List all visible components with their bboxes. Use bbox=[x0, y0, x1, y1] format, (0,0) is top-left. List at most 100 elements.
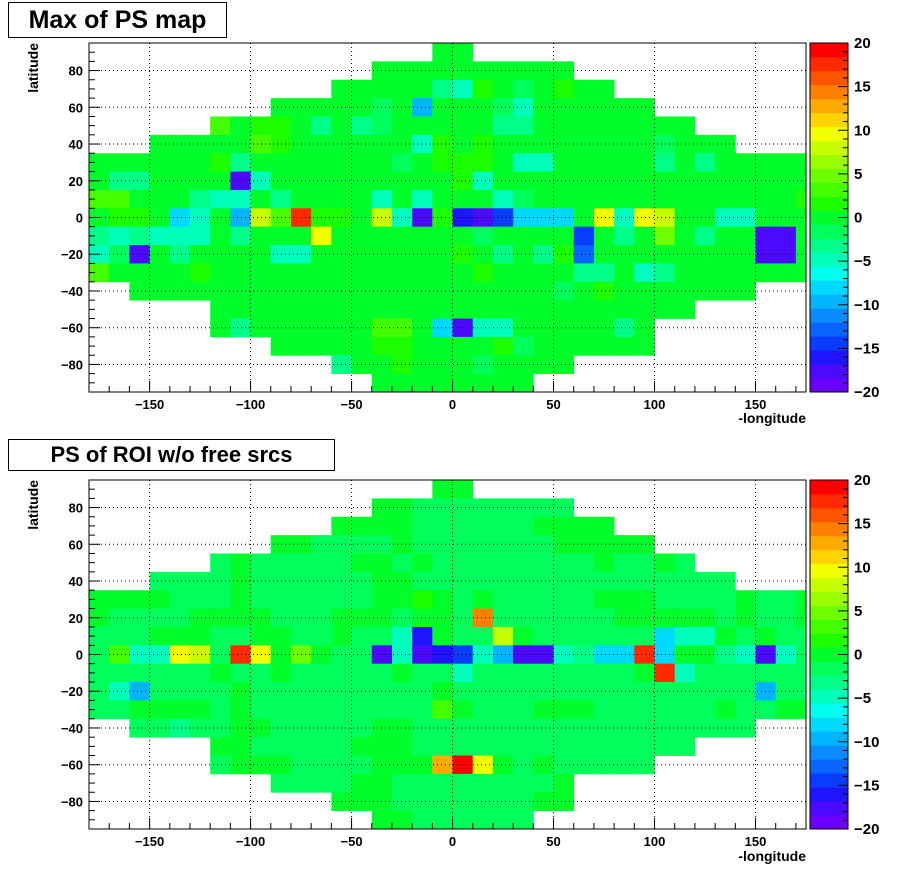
heatmap-cell bbox=[472, 61, 494, 81]
heatmap-cell bbox=[230, 700, 251, 720]
colorbar-swatch bbox=[810, 238, 848, 253]
heatmap-cell bbox=[412, 590, 433, 609]
heatmap-cell bbox=[472, 245, 494, 264]
heatmap-cell bbox=[452, 645, 474, 665]
heatmap-cell bbox=[432, 153, 453, 172]
heatmap-cell bbox=[472, 300, 494, 319]
heatmap-cell bbox=[89, 226, 110, 246]
heatmap-cell bbox=[533, 792, 554, 812]
heatmap-cell bbox=[472, 682, 494, 701]
heatmap-cell bbox=[492, 700, 514, 720]
heatmap-cell bbox=[472, 792, 494, 812]
heatmap-cell bbox=[492, 189, 514, 209]
heatmap-cell bbox=[492, 116, 514, 136]
heatmap-cell bbox=[129, 189, 150, 209]
heatmap-cell bbox=[250, 318, 272, 338]
heatmap-cell bbox=[129, 245, 150, 264]
heatmap-cell bbox=[452, 226, 474, 246]
heatmap-cell bbox=[614, 171, 635, 191]
colorbar-swatch bbox=[810, 154, 848, 170]
heatmap-cell bbox=[412, 116, 433, 136]
heatmap-cell bbox=[715, 663, 736, 683]
colorbar-label: 5 bbox=[854, 603, 862, 620]
heatmap-cell bbox=[230, 608, 251, 628]
heatmap-cell bbox=[513, 300, 534, 319]
heatmap-cell bbox=[230, 116, 251, 136]
x-tick-label: 0 bbox=[449, 397, 456, 412]
heatmap-cell bbox=[593, 208, 615, 228]
heatmap-cell bbox=[412, 571, 433, 591]
heatmap-cell bbox=[412, 355, 433, 375]
colorbar-swatch bbox=[810, 480, 848, 495]
heatmap-cell bbox=[149, 171, 171, 191]
x-tick-label: 50 bbox=[546, 834, 560, 849]
heatmap-cell bbox=[694, 153, 716, 172]
heatmap-cell bbox=[573, 626, 595, 646]
heatmap-cell bbox=[432, 300, 453, 319]
heatmap-cell bbox=[553, 682, 575, 701]
heatmap-cell bbox=[210, 553, 231, 573]
heatmap-cell bbox=[573, 718, 595, 738]
heatmap-cell bbox=[452, 718, 474, 738]
heatmap-cell bbox=[391, 516, 413, 536]
heatmap-cell bbox=[109, 226, 130, 246]
heatmap-cell bbox=[614, 263, 635, 283]
heatmap-cell bbox=[513, 61, 534, 81]
heatmap-cell bbox=[472, 718, 494, 738]
heatmap-cell bbox=[533, 737, 554, 756]
heatmap-cell bbox=[715, 226, 736, 246]
heatmap-cell bbox=[371, 134, 393, 154]
heatmap-cell bbox=[513, 773, 534, 793]
x-tick-label: −50 bbox=[341, 834, 363, 849]
heatmap-cell bbox=[573, 245, 595, 264]
heatmap-cell bbox=[533, 263, 554, 283]
heatmap-cell bbox=[634, 263, 655, 283]
x-tick-label: 100 bbox=[644, 834, 666, 849]
heatmap-cell bbox=[654, 700, 676, 720]
heatmap-cell bbox=[553, 571, 575, 591]
heatmap-cell bbox=[412, 663, 433, 683]
heatmap-cell bbox=[755, 663, 777, 683]
heatmap-cell bbox=[331, 226, 352, 246]
heatmap-cell bbox=[230, 208, 251, 228]
heatmap-cell bbox=[432, 79, 453, 99]
heatmap-cell bbox=[694, 626, 716, 646]
y-tick-label: 80 bbox=[69, 64, 83, 79]
heatmap-cell bbox=[230, 171, 251, 191]
colorbar-swatch bbox=[810, 336, 848, 351]
heatmap-cell bbox=[674, 737, 696, 756]
heatmap-cell bbox=[169, 663, 191, 683]
heatmap-cell bbox=[452, 810, 474, 830]
heatmap-cell bbox=[109, 245, 130, 264]
y-tick-label: −60 bbox=[61, 758, 83, 773]
heatmap-cell bbox=[432, 645, 453, 665]
heatmap-cell bbox=[674, 189, 696, 209]
colorbar-label: 5 bbox=[854, 166, 862, 183]
heatmap-cell bbox=[715, 700, 736, 720]
heatmap-cell bbox=[593, 755, 615, 775]
heatmap-cell bbox=[452, 516, 474, 536]
heatmap-cell bbox=[492, 535, 514, 554]
heatmap-cell bbox=[149, 645, 171, 665]
heatmap-cell bbox=[634, 300, 655, 319]
colorbar-swatch bbox=[810, 731, 848, 746]
heatmap-cell bbox=[391, 535, 413, 554]
heatmap-cell bbox=[412, 263, 433, 283]
heatmap-cell bbox=[513, 498, 534, 518]
heatmap-cell bbox=[492, 318, 514, 338]
heatmap-cell bbox=[614, 700, 635, 720]
heatmap-cell bbox=[533, 189, 554, 209]
heatmap-cell bbox=[391, 226, 413, 246]
heatmap-cell bbox=[472, 810, 494, 830]
heatmap-cell bbox=[391, 626, 413, 646]
heatmap-cell bbox=[169, 571, 191, 591]
heatmap-cell bbox=[452, 116, 474, 136]
heatmap-cell bbox=[109, 663, 130, 683]
heatmap-cell bbox=[412, 608, 433, 628]
heatmap-cell bbox=[250, 663, 272, 683]
heatmap-cell bbox=[391, 590, 413, 609]
heatmap-cell bbox=[492, 498, 514, 518]
heatmap-cell bbox=[432, 718, 453, 738]
heatmap-cell bbox=[290, 773, 312, 793]
heatmap-cell bbox=[210, 134, 231, 154]
